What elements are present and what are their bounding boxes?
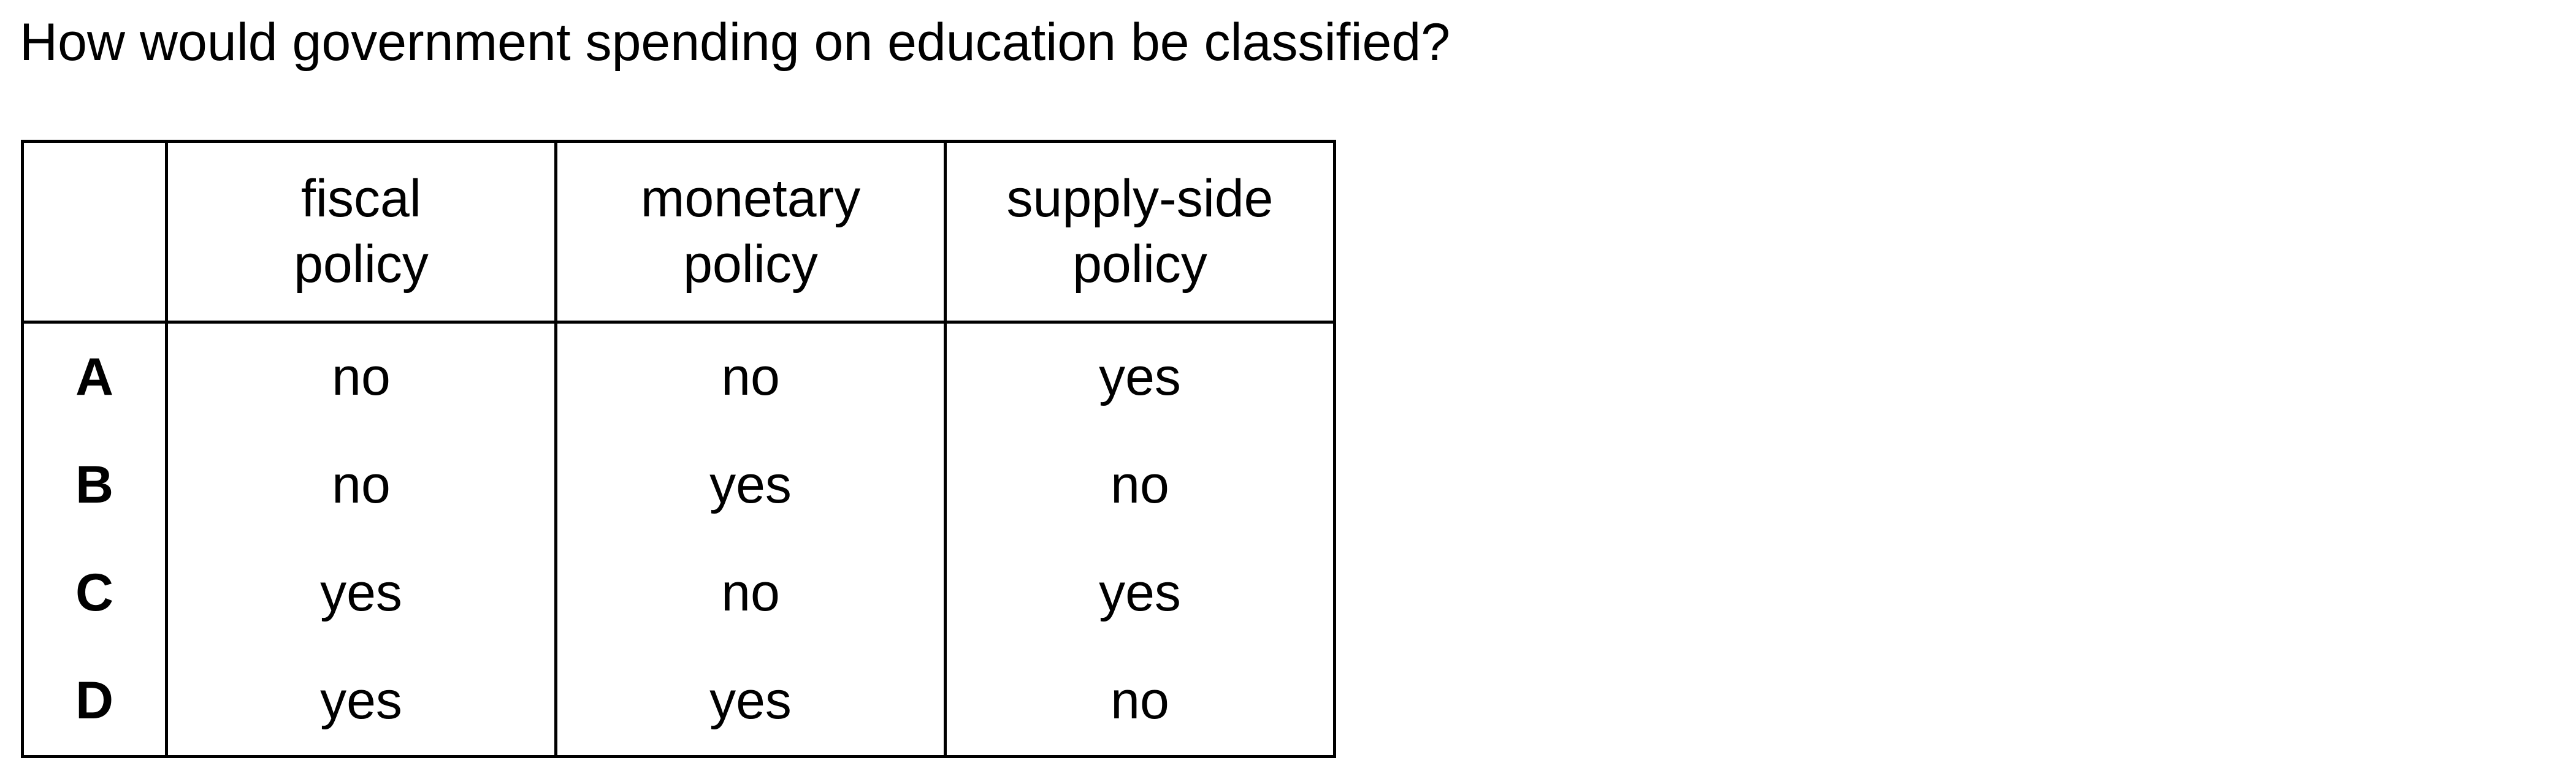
header-line: monetary — [640, 169, 861, 228]
fiscal-value: no — [165, 432, 557, 539]
header-line: policy — [1072, 235, 1207, 294]
supply-side-value: no — [944, 647, 1336, 758]
supply-side-value: no — [944, 432, 1336, 539]
header-line: policy — [683, 235, 818, 294]
option-letter: B — [21, 432, 168, 539]
header-fiscal-policy: fiscal policy — [165, 140, 557, 324]
header-line: policy — [294, 235, 429, 294]
question-text: How would government spending on educati… — [20, 13, 1451, 72]
fiscal-value: no — [165, 322, 557, 432]
option-row-c[interactable]: C yes no yes — [21, 539, 1336, 647]
monetary-value: yes — [554, 647, 947, 758]
header-monetary-policy: monetary policy — [554, 140, 947, 324]
option-row-a[interactable]: A no no yes — [21, 322, 1336, 432]
option-letter: D — [21, 647, 168, 758]
answer-options-table: fiscal policy monetary policy supply-sid… — [21, 140, 1336, 758]
fiscal-value: yes — [165, 647, 557, 758]
option-letter: A — [21, 322, 168, 432]
monetary-value: yes — [554, 432, 947, 539]
table-header-row: fiscal policy monetary policy supply-sid… — [21, 140, 1336, 324]
option-row-b[interactable]: B no yes no — [21, 432, 1336, 539]
monetary-value: no — [554, 322, 947, 432]
header-line: fiscal — [301, 169, 421, 228]
supply-side-value: yes — [944, 322, 1336, 432]
header-supply-side-policy: supply-side policy — [944, 140, 1336, 324]
monetary-value: no — [554, 539, 947, 647]
option-letter: C — [21, 539, 168, 647]
header-blank-cell — [21, 140, 168, 324]
header-line: supply-side — [1006, 169, 1274, 228]
supply-side-value: yes — [944, 539, 1336, 647]
fiscal-value: yes — [165, 539, 557, 647]
option-row-d[interactable]: D yes yes no — [21, 647, 1336, 758]
